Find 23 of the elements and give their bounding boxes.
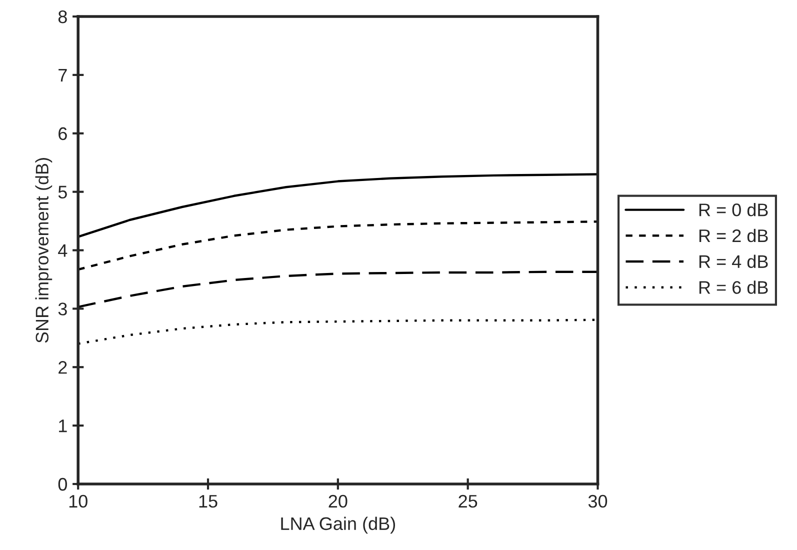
legend-label: R = 4 dB: [699, 254, 768, 268]
y-tick-label: 5: [58, 186, 67, 199]
y-tick-label: 3: [58, 302, 67, 316]
y-axis-title: SNR improvement (dB): [35, 158, 52, 343]
y-tick-label: 2: [58, 361, 67, 374]
x-tick-label: 20: [328, 494, 348, 508]
y-tick-label: 1: [59, 420, 67, 432]
y-tick-label: 7: [58, 69, 67, 82]
line-series: [78, 173, 598, 238]
x-tick-label: 15: [199, 495, 218, 508]
legend-label: R = 2 dB: [699, 228, 768, 242]
x-tick-label: 30: [588, 494, 608, 508]
legend-label: R = 6 dB: [699, 280, 768, 294]
x-tick-label: 25: [458, 494, 478, 508]
y-tick-label: 4: [58, 244, 68, 257]
line-series: [78, 270, 598, 308]
legend-label: R = 0 dB: [699, 203, 768, 216]
y-tick-label: 8: [58, 10, 67, 24]
y-tick-label: 6: [58, 127, 67, 140]
x-tick-label: 10: [69, 494, 88, 508]
x-axis-title: LNA Gain (dB): [281, 516, 396, 534]
y-tick-label: 0: [58, 478, 67, 491]
line-series: [78, 220, 598, 271]
